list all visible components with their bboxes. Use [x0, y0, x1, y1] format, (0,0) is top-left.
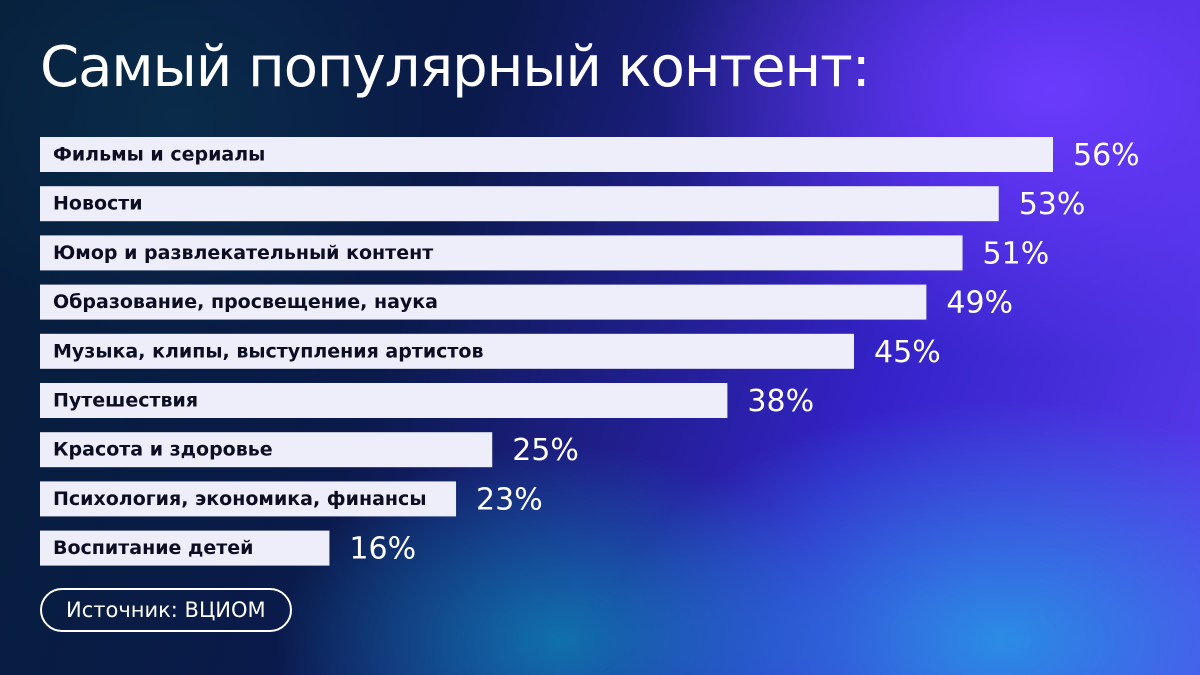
bar-category-label: Воспитание детей	[53, 537, 253, 559]
bar-category-label: Образование, просвещение, наука	[53, 291, 438, 313]
bar-value-label: 25%	[512, 433, 579, 468]
bar-category-label: Новости	[53, 193, 143, 215]
page-title: Самый популярный контент:	[40, 35, 871, 100]
bar	[40, 333, 855, 369]
bar	[40, 530, 330, 566]
bar-value-label: 16%	[349, 532, 416, 567]
bar-value-label: 53%	[1019, 187, 1086, 222]
source-badge: Источник: ВЦИОМ	[40, 588, 292, 632]
bar-category-label: Фильмы и сериалы	[53, 144, 265, 166]
bar-value-label: 38%	[747, 384, 814, 419]
bar-value-label: 51%	[983, 236, 1050, 271]
bar	[40, 137, 1053, 172]
bar	[40, 383, 728, 418]
bar-category-label: Красота и здоровье	[53, 439, 273, 461]
bar-category-label: Психология, экономика, финансы	[53, 488, 427, 510]
bar-value-label: 49%	[946, 286, 1013, 321]
bar	[40, 284, 927, 320]
bar-category-label: Путешествия	[53, 390, 198, 412]
bar	[40, 235, 963, 271]
bar-value-label: 45%	[874, 335, 941, 370]
bar-value-label: 56%	[1073, 138, 1140, 173]
bar-category-label: Музыка, клипы, выступления артистов	[53, 340, 483, 362]
bar	[40, 186, 999, 222]
bar	[40, 432, 493, 468]
bar-category-label: Юмор и развлекательный контент	[53, 242, 433, 264]
bar	[40, 481, 457, 517]
bar-value-label: 23%	[476, 482, 543, 517]
